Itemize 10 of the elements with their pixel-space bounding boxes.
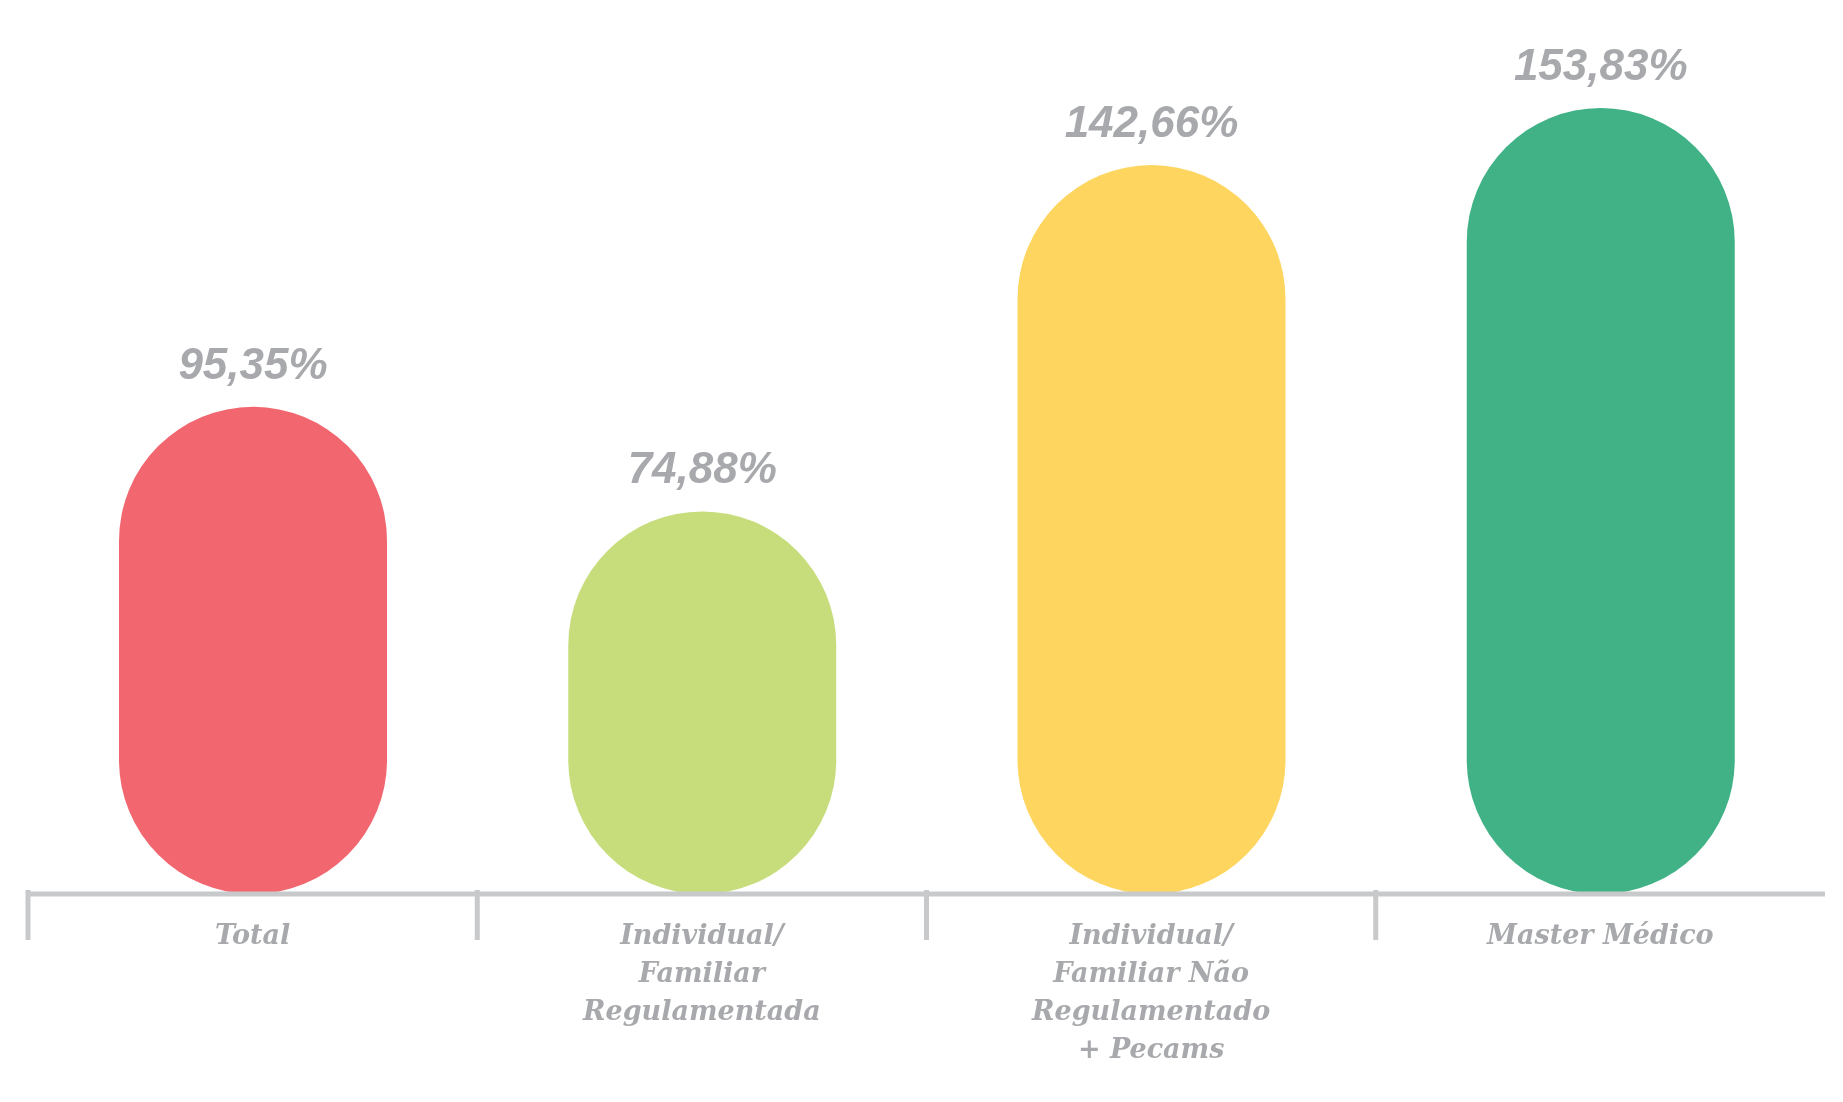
data-label: 74,88% bbox=[627, 443, 777, 493]
data-label: 153,83% bbox=[1513, 40, 1688, 89]
data-label: 142,66% bbox=[1064, 97, 1239, 147]
x-tick-label: Total bbox=[215, 919, 291, 950]
x-tick-label: Individual/ Familiar Regulamentada bbox=[582, 919, 821, 1026]
bar bbox=[1017, 165, 1286, 894]
x-tick-label: Master Médico bbox=[1486, 919, 1714, 950]
data-label: 95,35% bbox=[178, 338, 328, 388]
bar bbox=[1466, 108, 1735, 894]
x-tick-label: Individual/ Familiar Não Regulamentado + Pecams bbox=[1031, 919, 1271, 1064]
